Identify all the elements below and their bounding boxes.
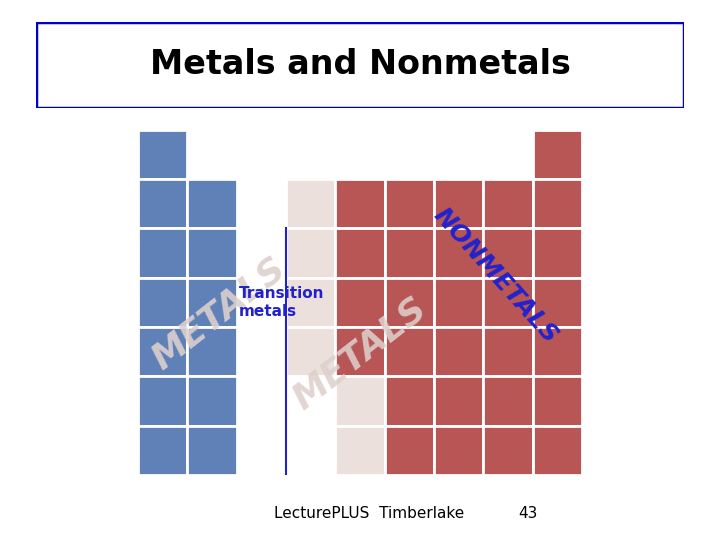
Bar (286, 327, 336, 376)
Bar (336, 179, 384, 228)
Text: 43: 43 (518, 505, 538, 521)
Bar (483, 228, 533, 278)
Bar (434, 327, 483, 376)
Text: Transition
metals: Transition metals (239, 286, 325, 319)
Bar (384, 278, 434, 327)
Bar (138, 426, 187, 475)
Bar (384, 376, 434, 426)
Bar (483, 278, 533, 327)
Bar (187, 179, 237, 228)
Bar (138, 130, 187, 179)
Bar (187, 327, 237, 376)
Bar (483, 327, 533, 376)
Bar (138, 278, 187, 327)
Bar (336, 278, 384, 327)
Bar (384, 327, 434, 376)
Text: METALS: METALS (145, 252, 292, 376)
Bar (533, 278, 582, 327)
Bar (187, 278, 237, 327)
Bar (336, 426, 384, 475)
Bar (483, 376, 533, 426)
FancyBboxPatch shape (36, 22, 684, 108)
Bar (336, 327, 384, 376)
Bar (187, 376, 237, 426)
Bar (286, 228, 336, 278)
Bar (384, 426, 434, 475)
Bar (434, 426, 483, 475)
Bar (533, 426, 582, 475)
Bar (483, 179, 533, 228)
Text: METALS: METALS (286, 291, 433, 416)
Bar (384, 179, 434, 228)
Bar (434, 228, 483, 278)
Bar (533, 376, 582, 426)
Bar (533, 228, 582, 278)
Bar (483, 426, 533, 475)
Bar (138, 327, 187, 376)
Bar (187, 228, 237, 278)
Bar (336, 376, 384, 426)
Bar (533, 327, 582, 376)
Bar (187, 426, 237, 475)
Text: Metals and Nonmetals: Metals and Nonmetals (150, 48, 570, 82)
Bar (286, 179, 336, 228)
Bar (286, 278, 336, 327)
Bar (434, 278, 483, 327)
Bar (434, 179, 483, 228)
Text: NONMETALS: NONMETALS (429, 204, 563, 348)
Bar (384, 228, 434, 278)
Bar (434, 376, 483, 426)
Text: LecturePLUS  Timberlake: LecturePLUS Timberlake (274, 505, 464, 521)
Bar (138, 376, 187, 426)
Bar (533, 130, 582, 179)
Bar (138, 179, 187, 228)
Bar (138, 228, 187, 278)
Bar (336, 228, 384, 278)
Bar (533, 179, 582, 228)
